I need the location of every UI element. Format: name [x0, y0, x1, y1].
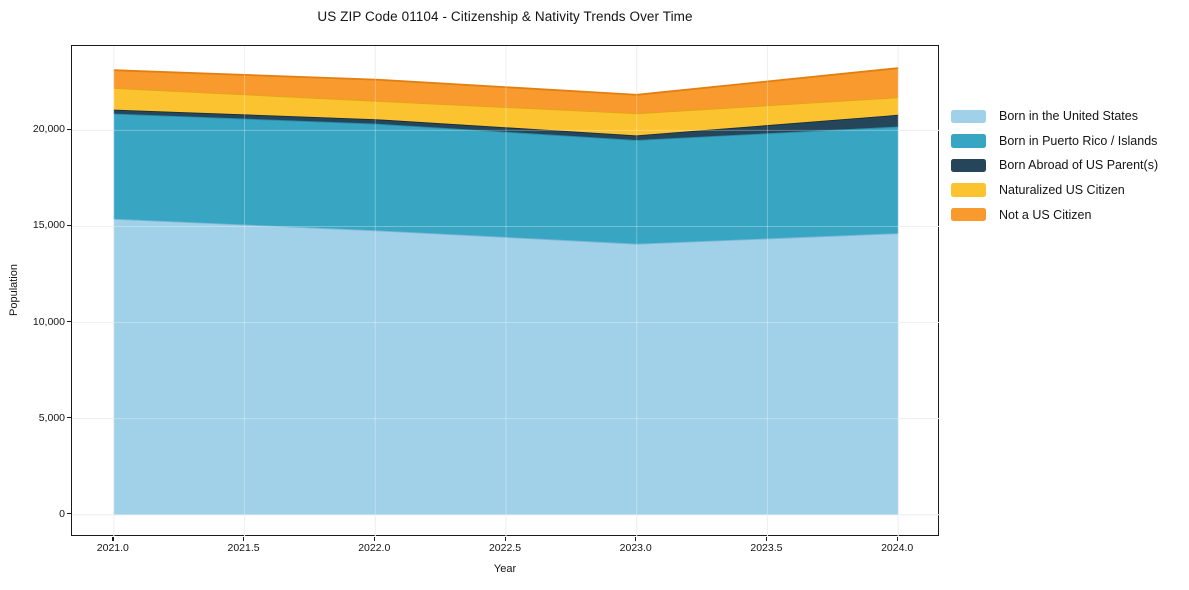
legend-item: Born Abroad of US Parent(s) [951, 153, 1158, 178]
y-tick-label: 20,000 [32, 123, 65, 136]
legend-swatch-icon [951, 183, 986, 197]
legend-item: Born in the United States [951, 104, 1158, 129]
area-series-0 [113, 218, 899, 515]
legend-swatch-icon [951, 207, 986, 222]
x-tick-mark [635, 536, 637, 541]
stacked-area-chart [72, 46, 940, 537]
y-tick-label: 5,000 [38, 411, 65, 424]
x-tick-label: 2024.0 [881, 542, 914, 554]
area-series-1 [113, 113, 899, 244]
legend-label: Naturalized US Citizen [999, 183, 1125, 198]
chart-title: US ZIP Code 01104 - Citizenship & Nativi… [317, 9, 693, 24]
x-tick-label: 2023.5 [750, 542, 783, 554]
y-tick-mark [66, 224, 71, 227]
y-tick-mark [66, 128, 71, 131]
area-series-3 [113, 87, 899, 136]
x-tick-label: 2022.0 [358, 542, 391, 554]
y-tick-mark [66, 417, 71, 419]
area-series-group [113, 67, 899, 515]
y-tick-mark [66, 321, 71, 323]
y-tick-label: 0 [59, 507, 65, 520]
y-tick-label: 10,000 [32, 315, 65, 328]
legend: Born in the United States Born in Puerto … [951, 104, 1158, 227]
x-tick-label: 2021.0 [96, 542, 129, 554]
legend-swatch-icon [951, 109, 986, 124]
x-tick-mark [896, 536, 898, 541]
plot-area [71, 45, 940, 537]
x-tick-mark [504, 536, 506, 541]
x-tick-label: 2023.0 [619, 542, 652, 554]
area-series-4-edge [113, 67, 899, 96]
legend-label: Born Abroad of US Parent(s) [999, 158, 1159, 173]
legend-label: Born in the United States [999, 109, 1138, 124]
legend-item: Born in Puerto Rico / Islands [951, 129, 1158, 154]
legend-label: Not a US Citizen [999, 207, 1092, 222]
y-tick-mark [66, 513, 71, 515]
gridlines-over [72, 46, 940, 537]
legend-item: Not a US Citizen [951, 202, 1158, 227]
x-axis-label: Year [493, 563, 517, 575]
x-tick-label: 2022.5 [488, 542, 522, 554]
area-series-4 [113, 68, 899, 114]
legend-swatch-icon [951, 158, 986, 173]
legend-label: Born in Puerto Rico / Islands [999, 133, 1158, 148]
y-tick-label: 15,000 [32, 219, 65, 232]
x-tick-mark [112, 536, 114, 541]
x-tick-mark [243, 536, 245, 541]
y-axis-label: Population [8, 264, 20, 316]
legend-item: Naturalized US Citizen [951, 178, 1158, 203]
x-tick-mark [373, 536, 375, 541]
x-tick-label: 2021.5 [227, 542, 260, 554]
legend-swatch-icon [951, 134, 986, 148]
x-tick-mark [765, 536, 768, 541]
